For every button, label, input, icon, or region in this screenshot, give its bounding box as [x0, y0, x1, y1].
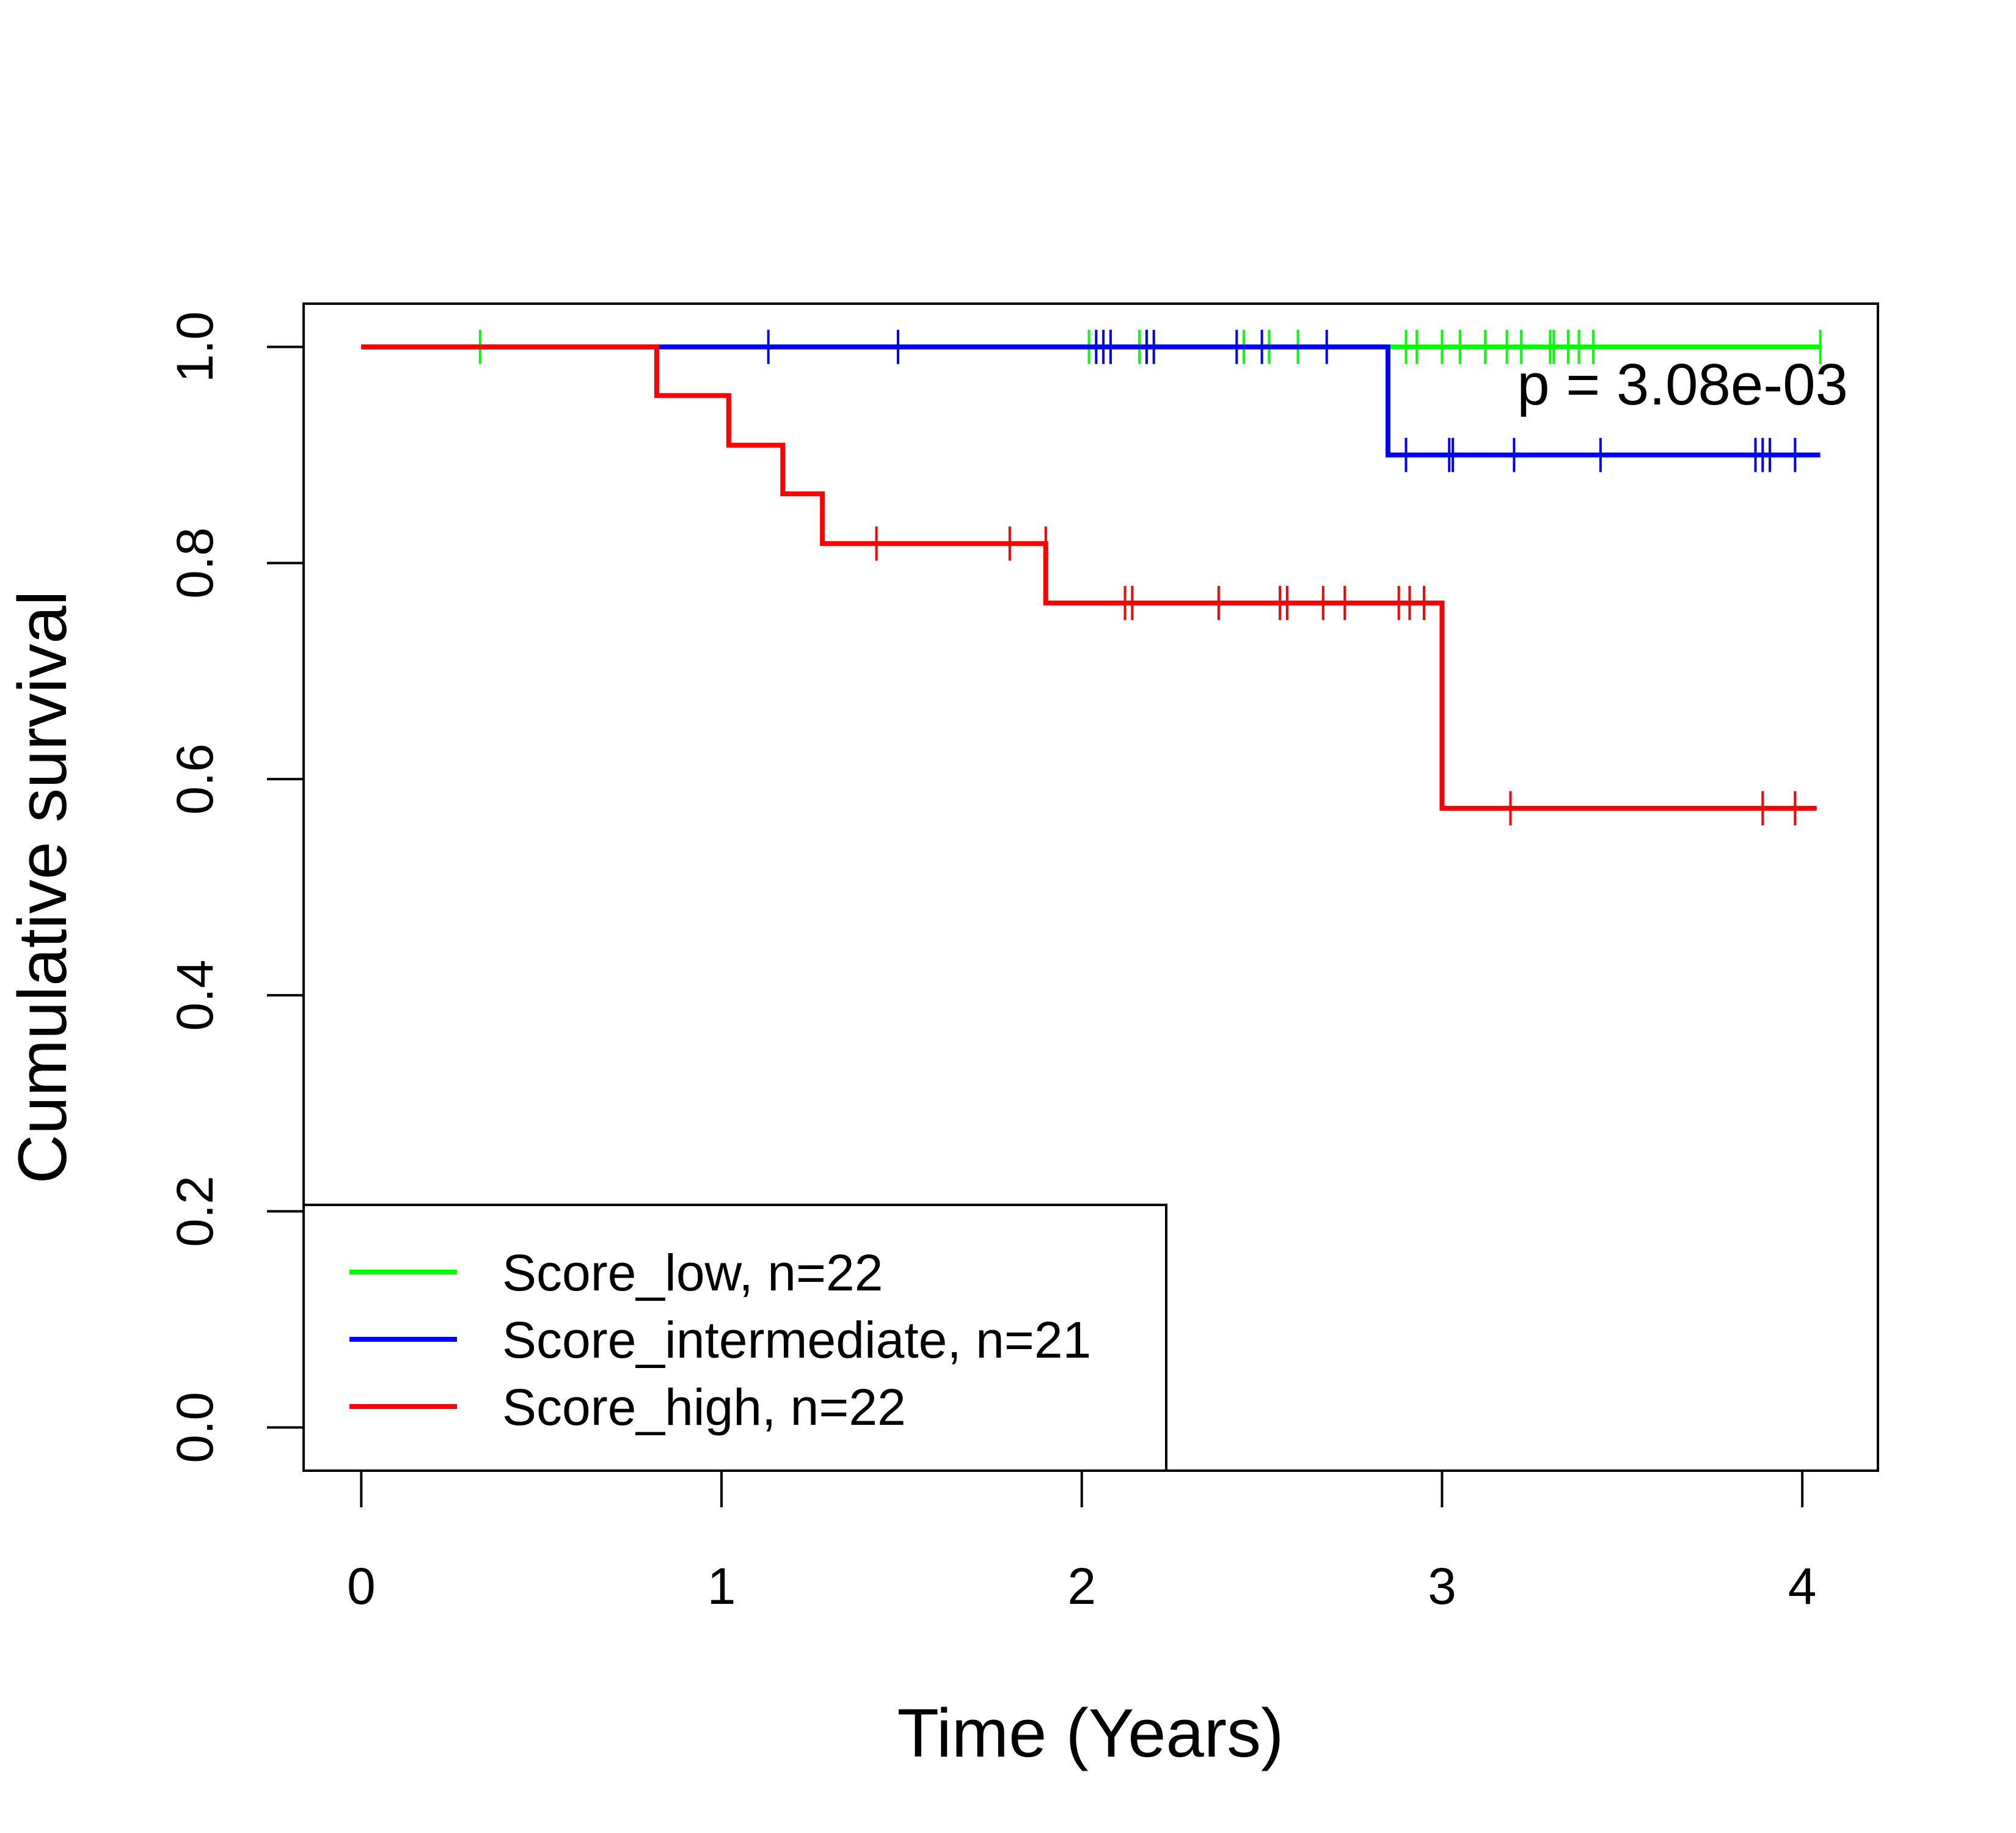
x-tick-label: 3 — [1428, 1557, 1456, 1615]
y-tick-label: 0.0 — [166, 1392, 224, 1463]
legend-label: Score_low, n=22 — [502, 1244, 883, 1301]
x-tick-label: 4 — [1788, 1557, 1817, 1615]
x-tick-label: 1 — [707, 1557, 736, 1615]
y-tick-label: 1.0 — [166, 311, 224, 382]
legend: Score_low, n=22 Score_intermediate, n=21 S… — [302, 1204, 1167, 1472]
legend-label: Score_intermediate, n=21 — [502, 1311, 1091, 1369]
y-axis-label: Cumulative survival — [4, 591, 81, 1184]
y-tick-label: 0.4 — [166, 959, 224, 1031]
x-tick-label: 2 — [1067, 1557, 1096, 1615]
x-axis-label: Time (Years) — [897, 1695, 1284, 1771]
legend-label: Score_high, n=22 — [502, 1378, 906, 1436]
y-tick-label: 0.6 — [166, 744, 224, 815]
p-value-annotation: p = 3.08e-03 — [1517, 352, 1848, 417]
x-tick-label: 0 — [347, 1557, 376, 1615]
survival-curve-series-2 — [361, 344, 1821, 458]
y-tick-label: 0.2 — [166, 1176, 224, 1247]
y-tick-label: 0.8 — [166, 527, 224, 599]
survival-curves — [361, 329, 1822, 825]
survival-curve-series-3 — [361, 344, 1817, 811]
